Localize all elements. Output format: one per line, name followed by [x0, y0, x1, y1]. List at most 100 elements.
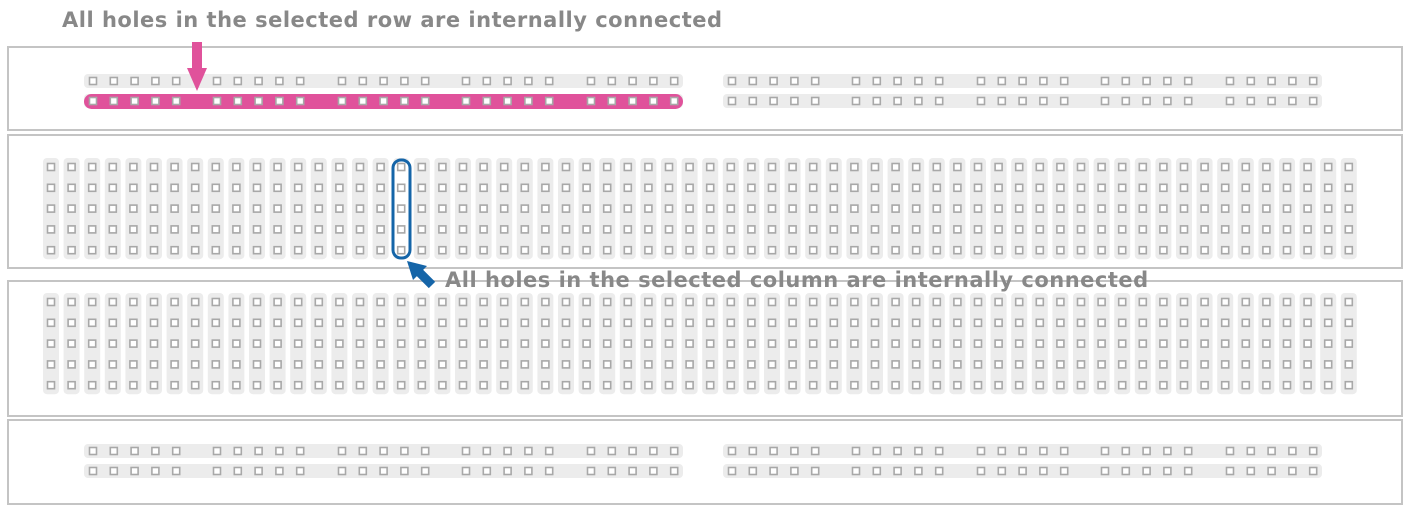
terminal-hole	[1014, 318, 1024, 328]
terminal-hole	[190, 297, 200, 307]
terminal-hole	[1241, 204, 1251, 213]
terminal-hole	[1035, 380, 1045, 390]
rail-hole	[1246, 96, 1256, 106]
terminal-hole	[541, 318, 550, 328]
terminal-hole	[335, 183, 344, 193]
rail-hole	[1308, 466, 1318, 476]
terminal-hole	[1200, 183, 1209, 193]
terminal-hole	[314, 318, 324, 328]
rail-hole	[669, 76, 679, 86]
terminal-hole	[273, 339, 282, 348]
terminal-hole	[1056, 318, 1065, 328]
terminal-hole	[1097, 183, 1106, 193]
terminal-hole	[870, 245, 880, 255]
terminal-hole	[1056, 297, 1065, 307]
rail-hole	[130, 466, 139, 476]
terminal-hole	[376, 162, 385, 172]
terminal-hole	[417, 360, 427, 369]
rail-hole	[1288, 76, 1297, 86]
terminal-hole	[726, 360, 736, 369]
terminal-hole	[1262, 339, 1271, 348]
rail-hole	[1288, 96, 1297, 106]
rail-hole	[727, 466, 737, 476]
terminal-hole	[520, 204, 530, 213]
terminal-hole	[67, 183, 76, 193]
terminal-hole	[1138, 318, 1148, 328]
rail-hole	[748, 76, 758, 86]
rail-hole	[88, 76, 98, 86]
terminal-hole	[1200, 204, 1209, 213]
terminal-hole	[273, 318, 282, 328]
terminal-hole	[129, 318, 138, 328]
terminal-hole	[1200, 162, 1209, 172]
rail-hole	[544, 466, 554, 476]
terminal-hole	[458, 360, 468, 369]
terminal-hole	[190, 225, 200, 234]
terminal-hole	[582, 318, 591, 328]
terminal-hole	[87, 297, 97, 307]
terminal-hole	[417, 245, 427, 255]
rail-hole	[254, 446, 263, 456]
terminal-hole	[67, 245, 76, 255]
terminal-hole	[1159, 204, 1168, 213]
terminal-hole	[808, 183, 818, 193]
terminal-hole	[561, 339, 571, 348]
terminal-hole	[211, 318, 221, 328]
terminal-hole	[932, 162, 942, 172]
terminal-hole	[767, 318, 777, 328]
terminal-hole	[1179, 245, 1189, 255]
rail-hole	[976, 446, 986, 456]
terminal-hole	[438, 380, 447, 390]
terminal-hole	[232, 162, 241, 172]
terminal-hole	[499, 297, 509, 307]
terminal-hole	[1159, 380, 1168, 390]
terminal-hole	[1220, 204, 1230, 213]
terminal-hole	[1159, 162, 1168, 172]
terminal-hole	[994, 360, 1003, 369]
rail-hole	[893, 446, 902, 456]
terminal-hole	[355, 245, 365, 255]
rail-hole	[1121, 466, 1131, 476]
rail-hole	[1308, 96, 1318, 106]
terminal-hole	[396, 162, 406, 172]
rail-hole	[295, 76, 305, 86]
terminal-hole	[499, 162, 509, 172]
rail-hole	[727, 446, 737, 456]
terminal-hole	[479, 318, 488, 328]
terminal-hole	[973, 162, 983, 172]
terminal-hole	[1323, 339, 1333, 348]
terminal-hole	[1117, 318, 1127, 328]
rail-hole	[810, 76, 820, 86]
rail-hole	[337, 76, 347, 86]
rail-hole	[461, 446, 471, 456]
terminal-hole	[644, 183, 653, 193]
rail-hole	[130, 446, 139, 456]
rail-hole	[503, 446, 512, 456]
rail-hole	[482, 76, 492, 86]
terminal-hole	[499, 225, 509, 234]
terminal-hole	[1076, 225, 1086, 234]
terminal-hole	[973, 183, 983, 193]
terminal-hole	[788, 245, 797, 255]
terminal-hole	[664, 339, 674, 348]
terminal-hole	[252, 297, 262, 307]
terminal-hole	[520, 183, 530, 193]
terminal-hole	[273, 360, 282, 369]
terminal-hole	[1262, 162, 1271, 172]
terminal-hole	[1014, 162, 1024, 172]
terminal-hole	[252, 204, 262, 213]
rail-hole	[1288, 466, 1297, 476]
rail-hole	[461, 466, 471, 476]
terminal-hole	[1241, 162, 1251, 172]
terminal-hole	[911, 183, 921, 193]
terminal-hole	[644, 318, 653, 328]
terminal-hole	[46, 162, 56, 172]
terminal-hole	[1159, 360, 1168, 369]
terminal-hole	[1138, 380, 1148, 390]
terminal-hole	[479, 225, 488, 234]
terminal-hole	[808, 204, 818, 213]
terminal-hole	[108, 297, 118, 307]
terminal-hole	[232, 339, 241, 348]
terminal-hole	[1303, 183, 1312, 193]
terminal-hole	[932, 380, 942, 390]
